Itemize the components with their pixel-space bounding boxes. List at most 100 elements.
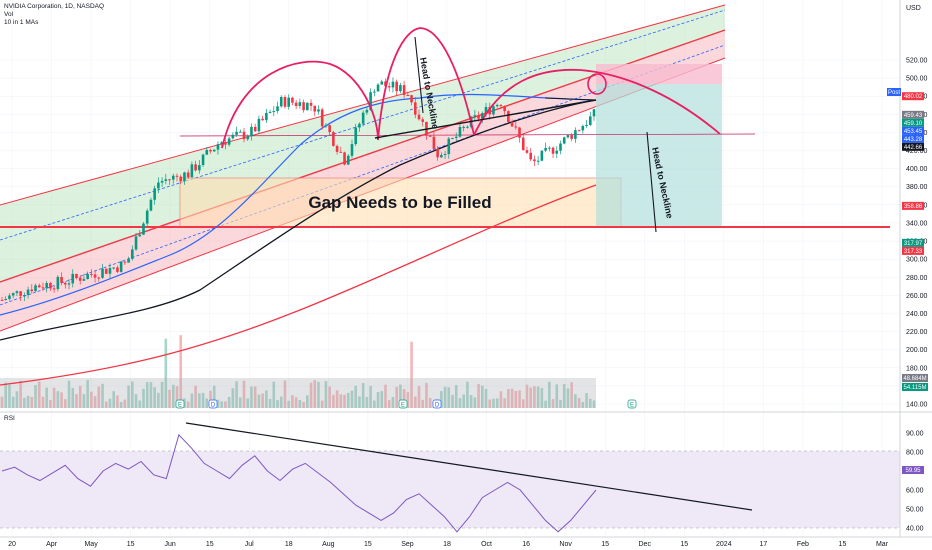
candle-body bbox=[339, 151, 343, 153]
candle-body bbox=[86, 273, 89, 280]
candle-body bbox=[34, 285, 37, 292]
volume-bar bbox=[15, 391, 19, 408]
candle-body bbox=[250, 126, 253, 137]
rsi-line bbox=[1, 433, 597, 533]
volume-bar bbox=[294, 397, 298, 408]
volume-bar bbox=[253, 386, 257, 408]
earnings-marker[interactable] bbox=[175, 399, 185, 409]
candle-body bbox=[97, 277, 101, 279]
earnings-marker[interactable] bbox=[627, 399, 637, 409]
candle-body bbox=[90, 273, 93, 275]
volume-bar bbox=[175, 386, 179, 408]
volume-bar bbox=[227, 396, 231, 408]
candle-body bbox=[216, 144, 220, 150]
candle-body bbox=[201, 154, 205, 166]
volume-bar bbox=[52, 387, 56, 408]
gap-zone bbox=[179, 177, 622, 228]
price-tag-text: 459.10 bbox=[904, 121, 923, 127]
vol-indicator-label[interactable]: Vol bbox=[4, 11, 14, 18]
volume-bar bbox=[365, 397, 369, 408]
left-shoulder-arc bbox=[221, 60, 379, 149]
volume-bar bbox=[171, 384, 175, 408]
candle-body bbox=[23, 294, 26, 296]
volume-bar bbox=[376, 392, 380, 408]
volume-bar bbox=[369, 385, 372, 408]
price-tick-label: 200.00 bbox=[906, 347, 928, 354]
candle-body bbox=[481, 113, 484, 119]
time-tick-label: 18 bbox=[443, 541, 451, 548]
candle-body bbox=[108, 268, 112, 274]
price-tag-text: 317.33 bbox=[904, 249, 923, 255]
candle-body bbox=[306, 102, 309, 111]
dividend-marker[interactable] bbox=[432, 399, 442, 409]
price-tick-label: 420.00 bbox=[906, 148, 928, 155]
volume-bar bbox=[78, 385, 82, 408]
volume-bar bbox=[287, 400, 290, 408]
dividend-marker[interactable] bbox=[208, 399, 218, 409]
volume-bar bbox=[4, 382, 8, 408]
rsi-trendline bbox=[185, 422, 753, 511]
volume-bar bbox=[108, 398, 112, 408]
target-zone-profit bbox=[596, 84, 722, 226]
rsi-indicator-label[interactable]: RSI bbox=[4, 415, 15, 422]
volume-ma-area bbox=[0, 378, 596, 408]
volume-bar bbox=[477, 384, 480, 408]
candle-body bbox=[417, 114, 421, 120]
volume-bar bbox=[339, 394, 343, 408]
event-marker-label: E bbox=[401, 403, 405, 409]
candle-body bbox=[343, 152, 346, 165]
price-tag-box bbox=[902, 134, 924, 143]
candle-body bbox=[421, 119, 425, 122]
candle-body bbox=[235, 131, 238, 135]
volume-bar bbox=[153, 387, 156, 408]
candle-body bbox=[495, 104, 499, 107]
volume-bar bbox=[168, 389, 171, 408]
volume-bar bbox=[399, 384, 402, 408]
price-tick-label: 180.00 bbox=[906, 365, 928, 372]
candle-body bbox=[253, 126, 257, 132]
candle-body bbox=[67, 283, 71, 285]
candle-body bbox=[399, 85, 402, 92]
volume-bar bbox=[413, 396, 417, 408]
volume-bar bbox=[507, 389, 510, 408]
ma-indicator-label[interactable]: 10 in 1 MAs bbox=[4, 19, 39, 26]
price-tick-label: 400.00 bbox=[906, 166, 928, 173]
current-price-circle bbox=[587, 73, 607, 95]
time-tick-label: 15 bbox=[839, 541, 847, 548]
volume-bar bbox=[291, 395, 294, 408]
time-tick-label: Aug bbox=[322, 541, 335, 548]
candle-body bbox=[209, 150, 212, 152]
price-tag-box bbox=[902, 118, 924, 127]
candle-body bbox=[168, 179, 171, 181]
volume-bar bbox=[417, 386, 421, 408]
rsi-tag: 59.95 bbox=[902, 466, 924, 474]
price-tag-box bbox=[902, 92, 924, 101]
candle-body bbox=[190, 164, 194, 178]
price-tick-label: 340.00 bbox=[906, 220, 928, 227]
earnings-marker[interactable] bbox=[398, 399, 408, 409]
volume-bar bbox=[138, 400, 142, 408]
volume-bar bbox=[421, 399, 425, 408]
candle-body bbox=[551, 147, 555, 154]
candle-body bbox=[205, 150, 209, 155]
event-marker-label: E bbox=[630, 403, 634, 409]
candle-body bbox=[298, 102, 302, 106]
price-tag-box bbox=[902, 126, 924, 135]
candle-body bbox=[507, 111, 510, 123]
volume-bar bbox=[451, 394, 454, 408]
event-marker-label: D bbox=[435, 403, 440, 409]
symbol-title[interactable]: NVIDIA Corporation, 1D, NASDAQ bbox=[4, 3, 105, 10]
candle-body bbox=[577, 130, 581, 132]
candle-body bbox=[160, 180, 164, 183]
volume-bar bbox=[272, 381, 276, 408]
candle-body bbox=[4, 298, 8, 301]
time-tick-label: 20 bbox=[8, 541, 16, 548]
volume-bar bbox=[34, 384, 37, 408]
time-tick-label: 15 bbox=[364, 541, 372, 548]
price-tick-label: 300.00 bbox=[906, 257, 928, 264]
volume-bar bbox=[127, 385, 130, 408]
volume-bar bbox=[101, 383, 104, 408]
